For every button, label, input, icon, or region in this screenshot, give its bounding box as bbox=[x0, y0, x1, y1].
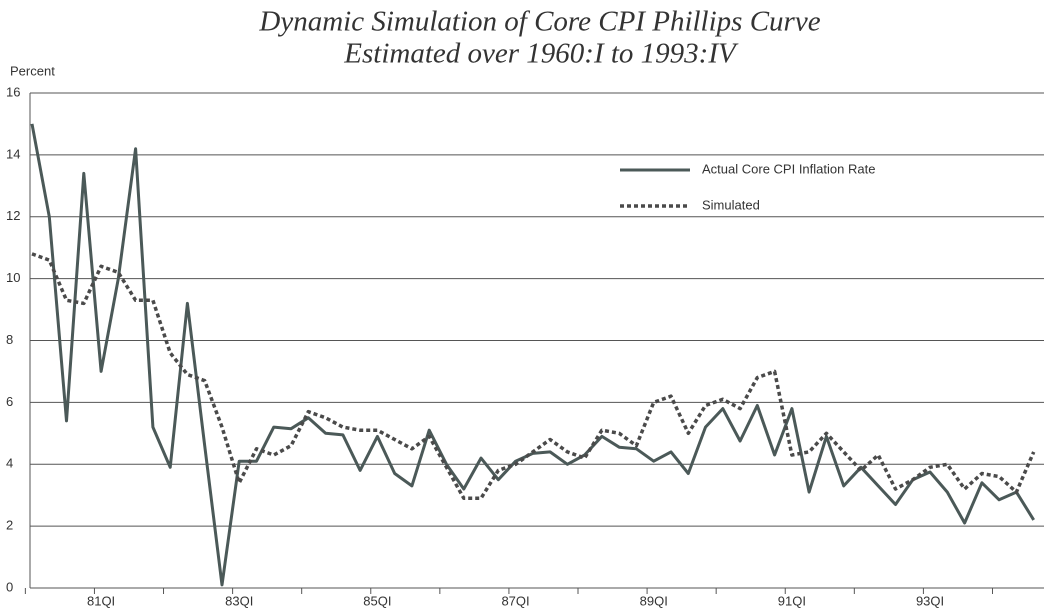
y-tick-label: 6 bbox=[6, 394, 13, 409]
chart-title: Dynamic Simulation of Core CPI Phillips … bbox=[258, 6, 820, 38]
x-tick-label: 87QI bbox=[501, 593, 529, 608]
x-tick-label: 81QI bbox=[87, 593, 115, 608]
y-tick-label: 2 bbox=[6, 518, 13, 533]
y-tick-label: 0 bbox=[6, 579, 13, 594]
x-tick-label: 89QI bbox=[640, 593, 668, 608]
chart-subtitle: Estimated over 1960:I to 1993:IV bbox=[343, 38, 739, 70]
legend-label: Simulated bbox=[702, 197, 760, 212]
y-tick-label: 8 bbox=[6, 332, 13, 347]
y-tick-label: 14 bbox=[6, 146, 20, 161]
y-tick-label: 12 bbox=[6, 208, 20, 223]
y-tick-label: 10 bbox=[6, 270, 20, 285]
y-tick-label: 16 bbox=[6, 84, 20, 99]
y-tick-label: 4 bbox=[6, 456, 13, 471]
y-axis-label: Percent bbox=[10, 63, 55, 78]
x-tick-label: 91QI bbox=[778, 593, 806, 608]
series-line bbox=[31, 252, 1036, 501]
x-tick-label: 93QI bbox=[916, 593, 944, 608]
legend-label: Actual Core CPI Inflation Rate bbox=[702, 161, 875, 176]
series-line bbox=[30, 123, 1035, 587]
x-tick-label: 85QI bbox=[363, 593, 391, 608]
x-tick-label: 83QI bbox=[225, 593, 253, 608]
